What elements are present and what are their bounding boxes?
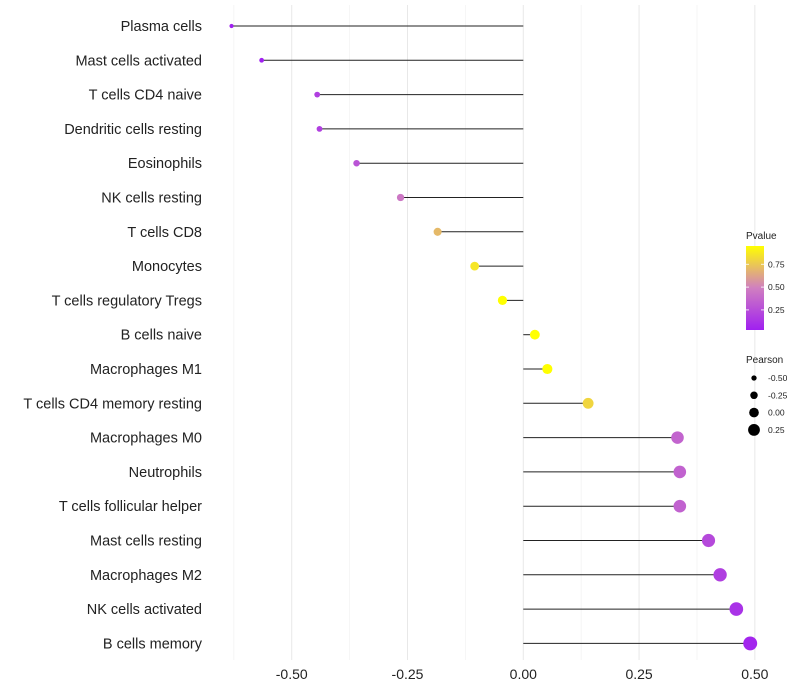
category-label: Mast cells activated — [75, 53, 202, 69]
category-label: Mast cells resting — [90, 534, 202, 550]
category-label: T cells regulatory Tregs — [52, 293, 202, 309]
x-tick-label: 0.50 — [741, 666, 768, 682]
category-label: T cells CD4 memory resting — [23, 396, 202, 412]
pearson-legend-label: -0.25 — [768, 390, 788, 400]
category-label: Plasma cells — [121, 19, 202, 35]
x-tick-label: 0.00 — [510, 666, 537, 682]
pvalue-legend-title: Pvalue — [746, 231, 777, 242]
pearson-legend-label: -0.50 — [768, 373, 788, 383]
grid-layer — [233, 5, 756, 660]
pearson-legend-dot — [750, 391, 758, 400]
lollipop-dot — [582, 397, 594, 409]
lollipop-dot — [229, 23, 234, 29]
x-axis-ticks: -0.50 -0.25 0.00 0.25 0.50 — [276, 666, 769, 682]
stem-layer — [231, 25, 751, 644]
pvalue-legend: Pvalue 0.25 0.50 0.75 — [746, 231, 785, 330]
category-label: Dendritic cells resting — [64, 122, 202, 138]
lollipop-dot — [433, 227, 442, 236]
lollipop-dot — [701, 533, 716, 548]
lollipop-dot — [743, 636, 758, 651]
pearson-legend-title: Pearson — [746, 355, 783, 366]
dot-layer — [229, 23, 758, 651]
category-label: T cells CD4 naive — [89, 88, 202, 104]
lollipop-dot — [529, 329, 540, 340]
x-tick-label: -0.50 — [276, 666, 308, 682]
lollipop-dot — [729, 602, 744, 616]
pvalue-tick-label: 0.75 — [768, 259, 785, 269]
category-label: T cells CD8 — [127, 225, 202, 241]
pearson-legend-dot — [751, 375, 757, 381]
lollipop-dot — [713, 568, 727, 582]
x-tick-label: 0.25 — [625, 666, 652, 682]
category-label: Neutrophils — [129, 465, 202, 481]
lollipop-dot — [259, 57, 264, 63]
lollipop-dot — [673, 499, 687, 513]
pvalue-legend-ticks: 0.25 0.50 0.75 — [746, 259, 785, 315]
category-label: B cells naive — [121, 328, 202, 344]
category-label: Macrophages M1 — [90, 362, 202, 378]
pearson-legend-items: -0.50 -0.25 0.00 0.25 — [748, 373, 788, 436]
lollipop-dot — [673, 465, 687, 479]
lollipop-dot — [316, 125, 323, 132]
pearson-legend: Pearson -0.50 -0.25 0.00 0.25 — [746, 355, 788, 436]
pvalue-tick-label: 0.50 — [768, 282, 785, 292]
pvalue-colorbar — [746, 246, 764, 330]
category-labels: Plasma cells Mast cells activated T cells … — [23, 19, 202, 652]
lollipop-dot — [470, 261, 480, 271]
lollipop-dot — [353, 159, 360, 167]
pearson-legend-dot — [748, 423, 760, 436]
pearson-legend-label: 0.25 — [768, 425, 785, 435]
lollipop-dot — [314, 91, 321, 98]
category-label: Macrophages M2 — [90, 568, 202, 584]
category-label: T cells follicular helper — [59, 499, 202, 515]
category-label: Monocytes — [132, 259, 202, 275]
pearson-legend-dot — [749, 407, 759, 418]
lollipop-dot — [542, 363, 553, 375]
category-label: NK cells resting — [101, 191, 202, 207]
pearson-legend-label: 0.00 — [768, 408, 785, 418]
x-tick-label: -0.25 — [392, 666, 424, 682]
lollipop-dot — [671, 431, 684, 444]
lollipop-dot — [396, 193, 405, 202]
category-label: Macrophages M0 — [90, 431, 202, 447]
pvalue-tick-label: 0.25 — [768, 305, 785, 315]
category-label: NK cells activated — [87, 602, 202, 618]
category-label: Eosinophils — [128, 156, 202, 172]
lollipop-dot — [497, 295, 508, 306]
category-label: B cells memory — [103, 636, 203, 652]
